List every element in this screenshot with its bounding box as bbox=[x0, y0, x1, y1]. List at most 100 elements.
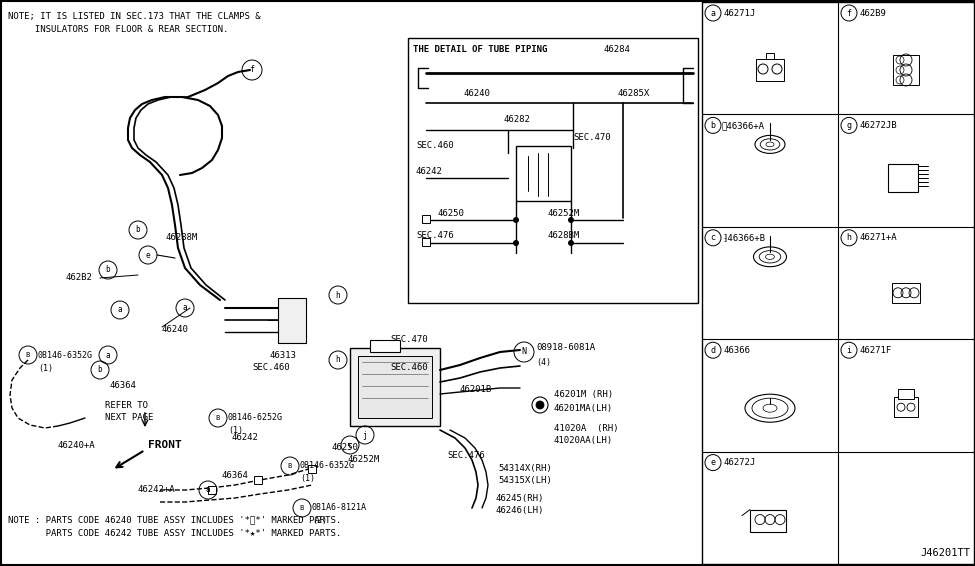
Text: 08146-6252G: 08146-6252G bbox=[228, 414, 283, 422]
Text: B: B bbox=[300, 505, 304, 511]
Text: (1): (1) bbox=[300, 474, 315, 483]
Text: SEC.476: SEC.476 bbox=[447, 451, 485, 460]
Bar bbox=[750, 509, 786, 531]
Bar bbox=[894, 397, 918, 417]
Text: 46271F: 46271F bbox=[860, 346, 892, 355]
Text: 46240: 46240 bbox=[162, 325, 189, 335]
Text: PARTS CODE 46242 TUBE ASSY INCLUDES '*★*' MARKED PARTS.: PARTS CODE 46242 TUBE ASSY INCLUDES '*★*… bbox=[8, 530, 341, 538]
Text: 46252M: 46252M bbox=[548, 208, 580, 217]
Text: SEC.460: SEC.460 bbox=[252, 363, 290, 372]
Bar bbox=[350, 348, 440, 426]
Bar bbox=[702, 2, 974, 564]
Bar bbox=[898, 389, 914, 399]
Circle shape bbox=[513, 240, 519, 246]
Text: 46240+A: 46240+A bbox=[58, 440, 96, 449]
Text: (1): (1) bbox=[38, 363, 53, 372]
Text: 46250: 46250 bbox=[332, 444, 359, 452]
Text: FRONT: FRONT bbox=[148, 440, 181, 450]
Bar bbox=[370, 340, 400, 352]
Bar bbox=[892, 283, 920, 303]
Text: THE DETAIL OF TUBE PIPING: THE DETAIL OF TUBE PIPING bbox=[413, 45, 547, 54]
Text: a: a bbox=[105, 350, 110, 359]
Bar bbox=[278, 298, 306, 343]
Text: REFER TO: REFER TO bbox=[105, 401, 148, 409]
Bar bbox=[358, 356, 432, 418]
Text: ⁆46366+B: ⁆46366+B bbox=[722, 233, 765, 242]
Bar bbox=[422, 238, 430, 246]
Circle shape bbox=[568, 217, 574, 223]
Text: 46272J: 46272J bbox=[724, 458, 757, 467]
Text: (4): (4) bbox=[536, 358, 551, 367]
Text: 46240: 46240 bbox=[463, 88, 489, 97]
Text: b: b bbox=[105, 265, 110, 275]
Text: 462B2: 462B2 bbox=[65, 273, 92, 282]
Text: a: a bbox=[711, 8, 716, 18]
Text: 46252M: 46252M bbox=[348, 456, 380, 465]
Text: 46201M (RH): 46201M (RH) bbox=[554, 391, 613, 400]
Text: SEC.476: SEC.476 bbox=[416, 231, 453, 241]
Bar bbox=[766, 53, 774, 59]
Text: 46284: 46284 bbox=[603, 45, 630, 54]
Text: h: h bbox=[846, 233, 851, 242]
Text: B: B bbox=[288, 463, 292, 469]
Circle shape bbox=[536, 401, 544, 409]
Text: ※46366+A: ※46366+A bbox=[722, 121, 765, 130]
Text: 46364: 46364 bbox=[222, 470, 249, 479]
Bar bbox=[516, 146, 571, 201]
Text: 46246(LH): 46246(LH) bbox=[495, 507, 543, 516]
Text: 08918-6081A: 08918-6081A bbox=[536, 344, 595, 353]
Text: B: B bbox=[26, 352, 30, 358]
Text: f: f bbox=[250, 66, 254, 75]
Text: SEC.470: SEC.470 bbox=[390, 336, 428, 345]
Bar bbox=[254, 476, 262, 484]
Text: NEXT PAGE: NEXT PAGE bbox=[105, 414, 153, 422]
Text: 46313: 46313 bbox=[270, 350, 296, 359]
Text: j: j bbox=[363, 431, 368, 440]
Bar bbox=[422, 215, 430, 223]
Text: a: a bbox=[118, 306, 122, 315]
Text: 46201B: 46201B bbox=[460, 385, 492, 395]
Text: g: g bbox=[846, 121, 851, 130]
Text: 46282: 46282 bbox=[503, 115, 529, 125]
Text: c: c bbox=[711, 233, 716, 242]
Text: SEC.470: SEC.470 bbox=[573, 134, 610, 143]
Text: 41020AA(LH): 41020AA(LH) bbox=[554, 436, 613, 445]
Text: 46242: 46242 bbox=[416, 166, 443, 175]
Text: f: f bbox=[846, 8, 851, 18]
Text: a: a bbox=[206, 486, 211, 495]
Text: 46242+A: 46242+A bbox=[138, 486, 176, 495]
Text: (1): (1) bbox=[228, 427, 243, 435]
Text: 462B9: 462B9 bbox=[860, 8, 887, 18]
Text: B: B bbox=[215, 415, 220, 421]
Text: h: h bbox=[335, 290, 340, 299]
Text: i: i bbox=[846, 346, 851, 355]
Text: 46285X: 46285X bbox=[618, 88, 650, 97]
Text: c: c bbox=[348, 440, 352, 449]
Text: 41020A  (RH): 41020A (RH) bbox=[554, 423, 618, 432]
Text: d: d bbox=[711, 346, 716, 355]
Text: SEC.460: SEC.460 bbox=[390, 363, 428, 372]
Text: (2): (2) bbox=[312, 517, 327, 525]
Bar bbox=[888, 164, 918, 192]
Text: 46271J: 46271J bbox=[724, 8, 757, 18]
Text: a: a bbox=[182, 303, 187, 312]
Text: 46272JB: 46272JB bbox=[860, 121, 898, 130]
Text: INSULATORS FOR FLOOR & REAR SECTION.: INSULATORS FOR FLOOR & REAR SECTION. bbox=[8, 25, 228, 35]
Text: 46250: 46250 bbox=[438, 208, 465, 217]
Text: h: h bbox=[335, 355, 340, 365]
Text: SEC.460: SEC.460 bbox=[416, 142, 453, 151]
Text: 46288M: 46288M bbox=[165, 234, 197, 242]
Text: 4628BM: 4628BM bbox=[548, 231, 580, 241]
Text: 46242: 46242 bbox=[232, 434, 259, 443]
Text: 08146-6352G: 08146-6352G bbox=[38, 350, 93, 359]
Text: b: b bbox=[711, 121, 716, 130]
Text: 46245(RH): 46245(RH) bbox=[495, 494, 543, 503]
Text: 46271+A: 46271+A bbox=[860, 233, 898, 242]
Text: 081A6-8121A: 081A6-8121A bbox=[312, 504, 367, 512]
Text: NOTE; IT IS LISTED IN SEC.173 THAT THE CLAMPS &: NOTE; IT IS LISTED IN SEC.173 THAT THE C… bbox=[8, 11, 260, 20]
Text: J46201TT: J46201TT bbox=[920, 548, 970, 558]
Text: b: b bbox=[98, 366, 102, 375]
Bar bbox=[893, 55, 919, 85]
Bar bbox=[408, 38, 698, 303]
Text: 46364: 46364 bbox=[110, 380, 136, 389]
